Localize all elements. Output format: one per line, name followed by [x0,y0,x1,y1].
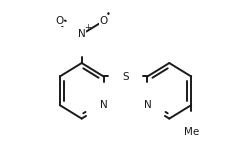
Text: •: • [105,10,110,19]
Text: Me: Me [183,127,198,137]
Text: O: O [99,16,107,26]
Text: N: N [143,100,151,110]
Text: N: N [78,29,85,39]
Text: O: O [56,16,64,26]
Text: +: + [84,23,90,32]
Text: N: N [99,100,107,110]
Text: S: S [122,71,128,82]
